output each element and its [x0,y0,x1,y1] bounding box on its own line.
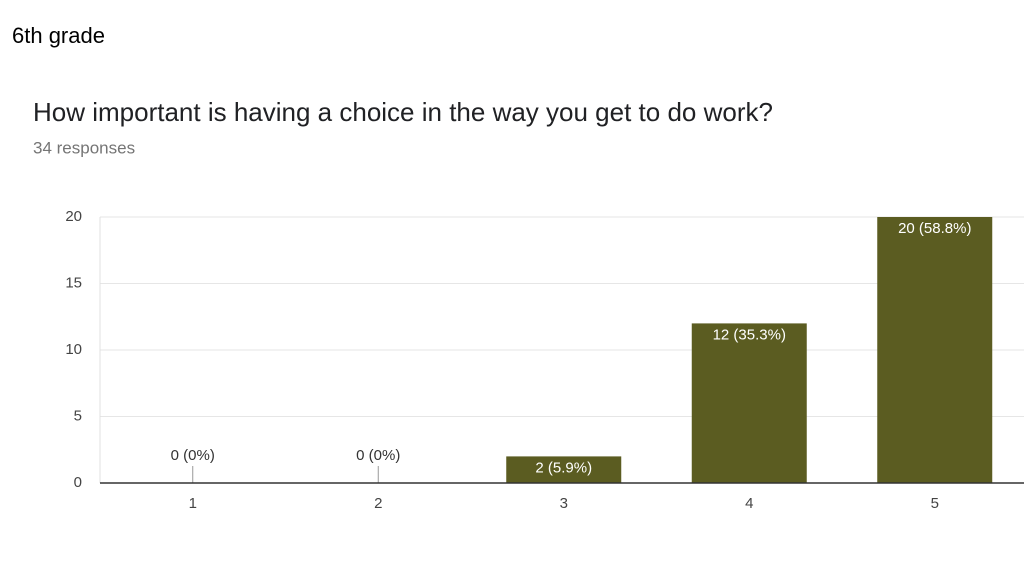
chart-subtitle: 34 responses [33,138,135,157]
value-label: 0 (0%) [356,447,400,464]
bar [691,323,807,483]
y-tick-label: 0 [74,474,82,491]
y-tick-label: 5 [74,407,82,424]
bar [877,217,993,483]
x-tick-label: 5 [931,495,939,512]
x-tick-label: 1 [189,495,197,512]
x-tick-label: 4 [745,495,753,512]
x-tick-label: 2 [374,495,382,512]
chart-title: How important is having a choice in the … [33,97,773,127]
value-label: 2 (5.9%) [535,459,592,476]
bar [506,456,622,483]
y-tick-label: 20 [65,208,82,225]
x-tick-label: 3 [560,495,568,512]
value-label: 12 (35.3%) [713,326,786,343]
y-tick-label: 10 [65,341,82,358]
value-label: 0 (0%) [171,447,215,464]
y-tick-label: 15 [65,274,82,291]
page-heading: 6th grade [12,23,105,48]
value-label: 20 (58.8%) [898,220,971,237]
